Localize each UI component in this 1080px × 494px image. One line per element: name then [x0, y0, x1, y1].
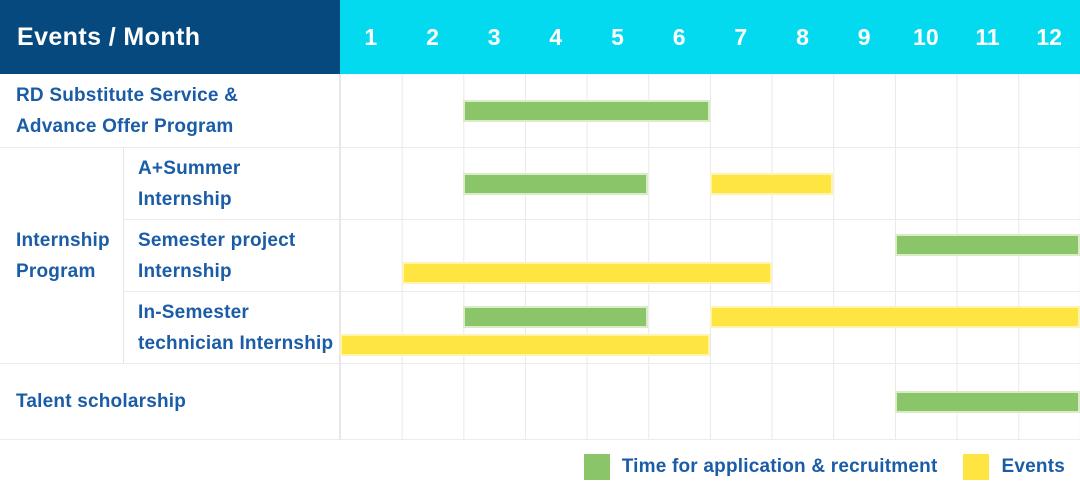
- yellow-swatch-icon: [963, 454, 990, 480]
- month-header-6: 6: [672, 23, 686, 50]
- label-line: A+Summer: [138, 157, 241, 179]
- label-line: RD Substitute Service &: [16, 84, 239, 106]
- label-line: Internship: [16, 229, 110, 251]
- month-header-4: 4: [549, 23, 563, 50]
- application-recruitment-bar: [895, 390, 1080, 413]
- label-line: technician Internship: [138, 332, 334, 354]
- month-header-11: 11: [975, 23, 1000, 50]
- label-line: Program: [16, 260, 96, 282]
- row-label: Semester project Internship: [124, 220, 340, 292]
- legend-label: Time for application & recruitment: [621, 456, 938, 477]
- label-line: Semester project: [138, 229, 296, 251]
- month-header-strip: 1 2 3 4 5 6 7 8 9 10 11 12: [340, 0, 1080, 74]
- green-swatch-icon: [583, 454, 610, 480]
- application-recruitment-bar: [463, 306, 649, 328]
- label-line: Talent scholarship: [16, 391, 187, 412]
- legend-item-application-recruitment: Time for application & recruitment: [583, 454, 938, 480]
- chart-row: [340, 148, 1080, 220]
- group-label-internship-program: Internship Program: [0, 148, 124, 364]
- row-label: RD Substitute Service & Advance Offer Pro…: [0, 74, 340, 148]
- events-bar: [340, 334, 710, 356]
- row-label: Talent scholarship: [0, 364, 340, 440]
- label-line: Internship: [138, 188, 232, 210]
- label-line: In-Semester: [138, 301, 249, 323]
- events-month-header-text: Events / Month: [17, 22, 201, 51]
- legend-item-events: Events: [963, 454, 1065, 480]
- legend-label: Events: [1001, 456, 1065, 477]
- month-header-5: 5: [611, 23, 624, 50]
- month-header-9: 9: [857, 23, 871, 50]
- gantt-table: Events / Month 1 2 3 4 5 6 7 8 9 10 11 12 Internship P…: [0, 0, 1080, 440]
- row-label: In-Semester technician Internship: [124, 292, 340, 364]
- label-line: Advance Offer Program: [16, 115, 234, 137]
- month-header-8: 8: [796, 23, 809, 50]
- month-header-1: 1: [364, 23, 378, 50]
- month-header-12: 12: [1036, 23, 1062, 50]
- chart-row: [340, 292, 1080, 364]
- chart-row: [340, 220, 1080, 292]
- events-bar: [710, 306, 1080, 328]
- month-header-10: 10: [913, 23, 939, 50]
- application-recruitment-bar: [463, 99, 710, 122]
- events-month-header-cell: Events / Month: [0, 0, 340, 74]
- chart-row: [340, 364, 1080, 440]
- month-header-3: 3: [487, 23, 501, 50]
- label-line: Internship: [138, 260, 232, 282]
- application-recruitment-bar: [463, 172, 649, 195]
- events-bar: [710, 172, 834, 195]
- month-header-7: 7: [734, 23, 748, 50]
- legend: Time for application & recruitment Events: [0, 440, 1080, 494]
- events-bar: [401, 262, 772, 284]
- month-header-2: 2: [426, 23, 439, 50]
- row-label: A+Summer Internship: [124, 148, 340, 220]
- chart-row: [340, 74, 1080, 148]
- application-recruitment-bar: [895, 234, 1080, 256]
